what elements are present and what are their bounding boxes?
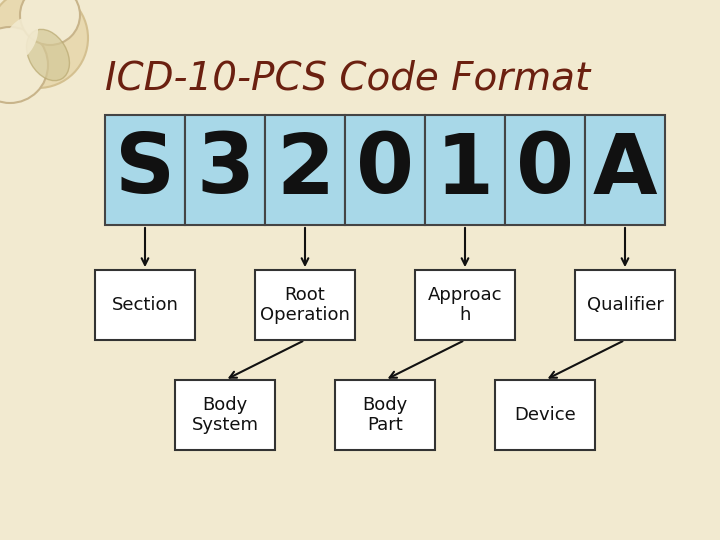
Text: 0: 0 <box>516 130 574 211</box>
Text: S: S <box>115 130 175 211</box>
Bar <box>495 380 595 450</box>
Ellipse shape <box>2 17 38 63</box>
Bar <box>425 115 505 225</box>
Bar <box>175 380 275 450</box>
Bar <box>345 115 425 225</box>
Text: Approac
h: Approac h <box>428 286 503 325</box>
Ellipse shape <box>27 29 69 80</box>
Bar <box>575 270 675 340</box>
Bar <box>415 270 515 340</box>
Text: 0: 0 <box>356 130 414 211</box>
Text: Device: Device <box>514 406 576 424</box>
Bar <box>335 380 435 450</box>
Bar <box>105 115 185 225</box>
Text: ICD-10-PCS Code Format: ICD-10-PCS Code Format <box>105 59 590 97</box>
Bar <box>265 115 345 225</box>
Bar <box>585 115 665 225</box>
Bar <box>185 115 265 225</box>
Text: A: A <box>593 130 657 211</box>
Text: 1: 1 <box>436 130 494 211</box>
Text: Root
Operation: Root Operation <box>260 286 350 325</box>
Circle shape <box>0 0 88 88</box>
Text: 3: 3 <box>196 130 254 211</box>
Text: Section: Section <box>112 296 179 314</box>
Text: 2: 2 <box>276 130 334 211</box>
Text: Body
System: Body System <box>192 396 258 434</box>
Circle shape <box>20 0 80 45</box>
Bar <box>505 115 585 225</box>
Bar <box>95 270 195 340</box>
Text: Qualifier: Qualifier <box>587 296 663 314</box>
Circle shape <box>0 27 48 103</box>
Text: Body
Part: Body Part <box>362 396 408 434</box>
Bar <box>255 270 355 340</box>
